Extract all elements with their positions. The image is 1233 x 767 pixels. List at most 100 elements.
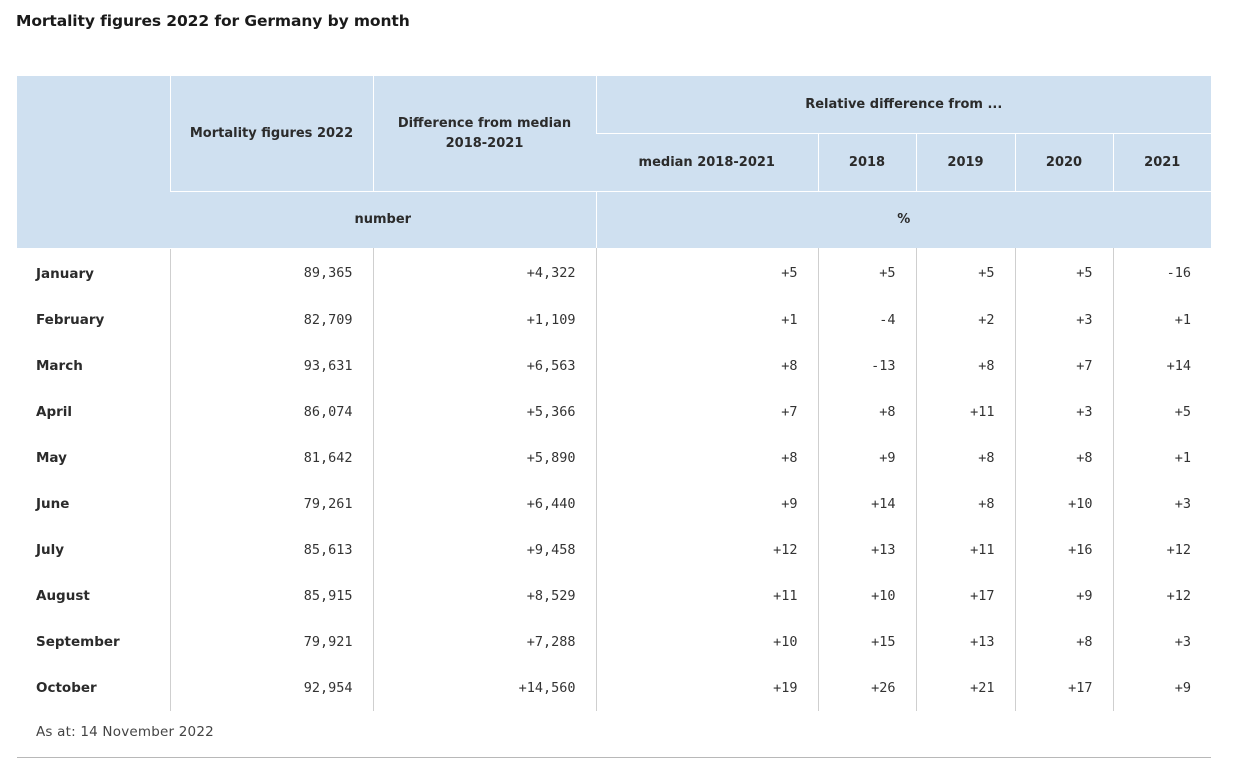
rel-2020-cell: +3	[1014, 296, 1113, 343]
rel-2021-cell: +9	[1112, 664, 1212, 711]
rel-2020-cell: +10	[1014, 480, 1113, 527]
table-row: January 89,365 +4,322 +5 +5 +5 +5 -16	[17, 248, 1212, 297]
month-label: March	[36, 357, 83, 374]
rel-2018-cell: +5	[817, 248, 916, 297]
rel-2019-cell: +2	[915, 296, 1015, 343]
rel-median-cell: +5	[595, 248, 818, 297]
rel-median-cell: +7	[595, 388, 818, 435]
diff-median-cell: +5,890	[372, 434, 596, 481]
rel-2020-cell: +8	[1014, 618, 1113, 665]
rel-2021-cell: +3	[1112, 480, 1212, 527]
rel-2018-cell: -13	[817, 342, 916, 389]
rel-2018-cell: +8	[817, 388, 916, 435]
month-label: September	[36, 633, 120, 650]
table-row: March 93,631 +6,563 +8 -13 +8 +7 +14	[17, 342, 1212, 389]
diff-median-cell: +9,458	[372, 526, 596, 573]
mortality-cell: 79,921	[169, 618, 373, 665]
rel-2018-cell: +10	[817, 572, 916, 619]
rel-2020-cell: +9	[1014, 572, 1113, 619]
mortality-cell: 85,915	[169, 572, 373, 619]
header-rel-2020: 2020	[1014, 133, 1113, 192]
rel-2020-cell: +8	[1014, 434, 1113, 481]
rel-2021-cell: +5	[1112, 388, 1212, 435]
header-rel-median: median 2018-2021	[596, 133, 818, 192]
rel-2021-cell: +12	[1112, 526, 1212, 573]
month-label: July	[36, 541, 65, 558]
rel-2020-cell: +3	[1014, 388, 1113, 435]
header-mortality: Mortality figures 2022	[169, 76, 373, 192]
header-rel-2019: 2019	[915, 133, 1015, 192]
rel-2020-cell: +5	[1014, 248, 1113, 297]
diff-median-cell: +6,563	[372, 342, 596, 389]
table-row: October 92,954 +14,560 +19 +26 +21 +17 +9	[17, 664, 1212, 711]
rel-median-cell: +9	[595, 480, 818, 527]
month-label: January	[36, 265, 94, 282]
rel-2019-cell: +11	[915, 526, 1015, 573]
diff-median-cell: +7,288	[372, 618, 596, 665]
rel-median-cell: +1	[595, 296, 818, 343]
rel-median-cell: +11	[595, 572, 818, 619]
table-row: April 86,074 +5,366 +7 +8 +11 +3 +5	[17, 388, 1212, 435]
mortality-cell: 89,365	[169, 248, 373, 297]
month-label: February	[36, 311, 105, 328]
mortality-cell: 81,642	[169, 434, 373, 481]
header-unit-number: number	[170, 191, 596, 248]
diff-median-cell: +8,529	[372, 572, 596, 619]
rel-2021-cell: +12	[1112, 572, 1212, 619]
rel-2019-cell: +11	[915, 388, 1015, 435]
rel-median-cell: +19	[595, 664, 818, 711]
diff-median-cell: +1,109	[372, 296, 596, 343]
rel-median-cell: +12	[595, 526, 818, 573]
diff-median-cell: +4,322	[372, 248, 596, 297]
rel-2018-cell: +26	[817, 664, 916, 711]
mortality-cell: 85,613	[169, 526, 373, 573]
header-rel-2021: 2021	[1112, 133, 1212, 192]
month-label: May	[36, 449, 67, 466]
rel-2018-cell: +14	[817, 480, 916, 527]
table-row: August 85,915 +8,529 +11 +10 +17 +9 +12	[17, 572, 1212, 619]
header-relative-group: Relative difference from ...	[595, 76, 1212, 134]
rel-median-cell: +10	[595, 618, 818, 665]
rel-2021-cell: +1	[1112, 296, 1212, 343]
rel-2021-cell: +14	[1112, 342, 1212, 389]
table-row: February 82,709 +1,109 +1 -4 +2 +3 +1	[17, 296, 1212, 343]
month-label: October	[36, 679, 97, 696]
diff-median-cell: +5,366	[372, 388, 596, 435]
table-row: June 79,261 +6,440 +9 +14 +8 +10 +3	[17, 480, 1212, 527]
header-rel-2018: 2018	[817, 133, 916, 192]
rel-median-cell: +8	[595, 434, 818, 481]
rel-2019-cell: +8	[915, 434, 1015, 481]
table-header: Mortality figures 2022 Difference from m…	[17, 76, 1212, 249]
rel-2020-cell: +17	[1014, 664, 1113, 711]
rel-2020-cell: +7	[1014, 342, 1113, 389]
rel-2020-cell: +16	[1014, 526, 1113, 573]
mortality-cell: 93,631	[169, 342, 373, 389]
header-month-corner	[17, 76, 170, 249]
rel-2018-cell: +9	[817, 434, 916, 481]
mortality-cell: 79,261	[169, 480, 373, 527]
rel-median-cell: +8	[595, 342, 818, 389]
rel-2018-cell: -4	[817, 296, 916, 343]
header-unit-percent: %	[595, 191, 1212, 248]
header-diff-median: Difference from median 2018-2021	[372, 76, 596, 192]
rel-2019-cell: +5	[915, 248, 1015, 297]
bottom-divider	[17, 757, 1211, 758]
source-note: As at: 14 November 2022	[36, 724, 214, 740]
rel-2019-cell: +21	[915, 664, 1015, 711]
table-row: July 85,613 +9,458 +12 +13 +11 +16 +12	[17, 526, 1212, 573]
diff-median-cell: +14,560	[372, 664, 596, 711]
rel-2019-cell: +8	[915, 480, 1015, 527]
rel-2021-cell: -16	[1112, 248, 1212, 297]
rel-2019-cell: +13	[915, 618, 1015, 665]
mortality-cell: 92,954	[169, 664, 373, 711]
rel-2021-cell: +1	[1112, 434, 1212, 481]
table-row: September 79,921 +7,288 +10 +15 +13 +8 +3	[17, 618, 1212, 665]
diff-median-cell: +6,440	[372, 480, 596, 527]
mortality-cell: 82,709	[169, 296, 373, 343]
rel-2018-cell: +13	[817, 526, 916, 573]
mortality-cell: 86,074	[169, 388, 373, 435]
mortality-table: Mortality figures 2022 Difference from m…	[17, 76, 1212, 711]
rel-2021-cell: +3	[1112, 618, 1212, 665]
month-label: June	[36, 495, 70, 512]
rel-2019-cell: +17	[915, 572, 1015, 619]
